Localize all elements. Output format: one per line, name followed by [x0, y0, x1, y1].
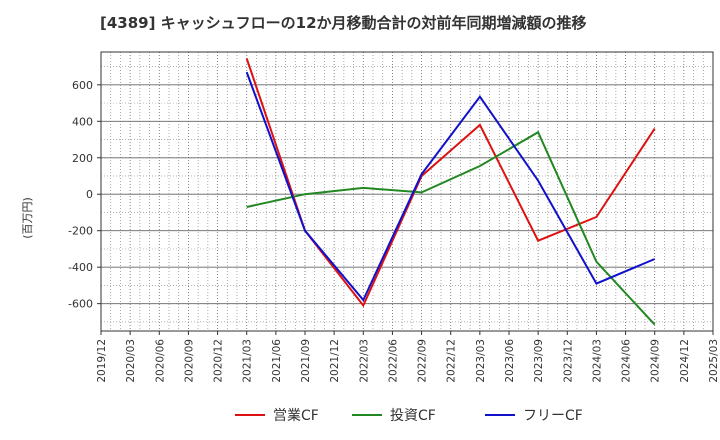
y-tick-label: -400 — [68, 261, 93, 274]
x-tick-label: 2022/06 — [387, 339, 399, 383]
x-tick-label: 2020/12 — [213, 339, 225, 383]
x-tick-label: 2020/03 — [125, 339, 137, 383]
x-tick-label: 2021/12 — [329, 339, 341, 383]
legend-label-2: 投資CF — [390, 408, 436, 424]
x-tick-label: 2021/06 — [271, 339, 283, 383]
x-tick-label: 2025/03 — [708, 339, 720, 383]
x-tick-label: 2020/09 — [183, 339, 195, 383]
series-line-2 — [246, 130, 656, 326]
x-tick-label: 2023/12 — [562, 339, 574, 383]
y-tick-label: 600 — [72, 79, 93, 92]
x-tick-label: 2021/03 — [242, 339, 254, 383]
x-tick-label: 2023/06 — [504, 339, 516, 383]
x-tick-label: 2024/06 — [621, 339, 633, 383]
x-tick-label: 2021/09 — [300, 339, 312, 383]
x-tick-label: 2024/03 — [591, 339, 603, 383]
x-tick-label: 2024/12 — [679, 339, 691, 383]
legend-label-1: 営業CF — [273, 408, 319, 424]
x-tick-label: 2020/06 — [154, 339, 166, 383]
y-tick-label: 0 — [86, 188, 93, 201]
y-tick-label: 400 — [72, 115, 93, 128]
series-line-3 — [245, 71, 656, 302]
y-tick-label: -200 — [68, 225, 93, 238]
x-tick-label: 2024/09 — [650, 339, 662, 383]
x-tick-label: 2023/03 — [475, 339, 487, 383]
y-tick-label: -600 — [68, 298, 93, 311]
chart-title: [4389] キャッシュフローの12か月移動合計の対前年同期増減額の推移 — [100, 14, 587, 32]
x-tick-label: 2022/12 — [446, 339, 458, 383]
x-tick-label: 2022/03 — [358, 339, 370, 383]
x-tick-label: 2022/09 — [417, 339, 429, 383]
legend-label-3: フリーCF — [523, 408, 583, 424]
y-tick-label: 200 — [72, 152, 93, 165]
x-tick-label: 2019/12 — [96, 339, 108, 383]
plot-frame — [100, 51, 714, 332]
x-tick-label: 2023/09 — [533, 339, 545, 383]
